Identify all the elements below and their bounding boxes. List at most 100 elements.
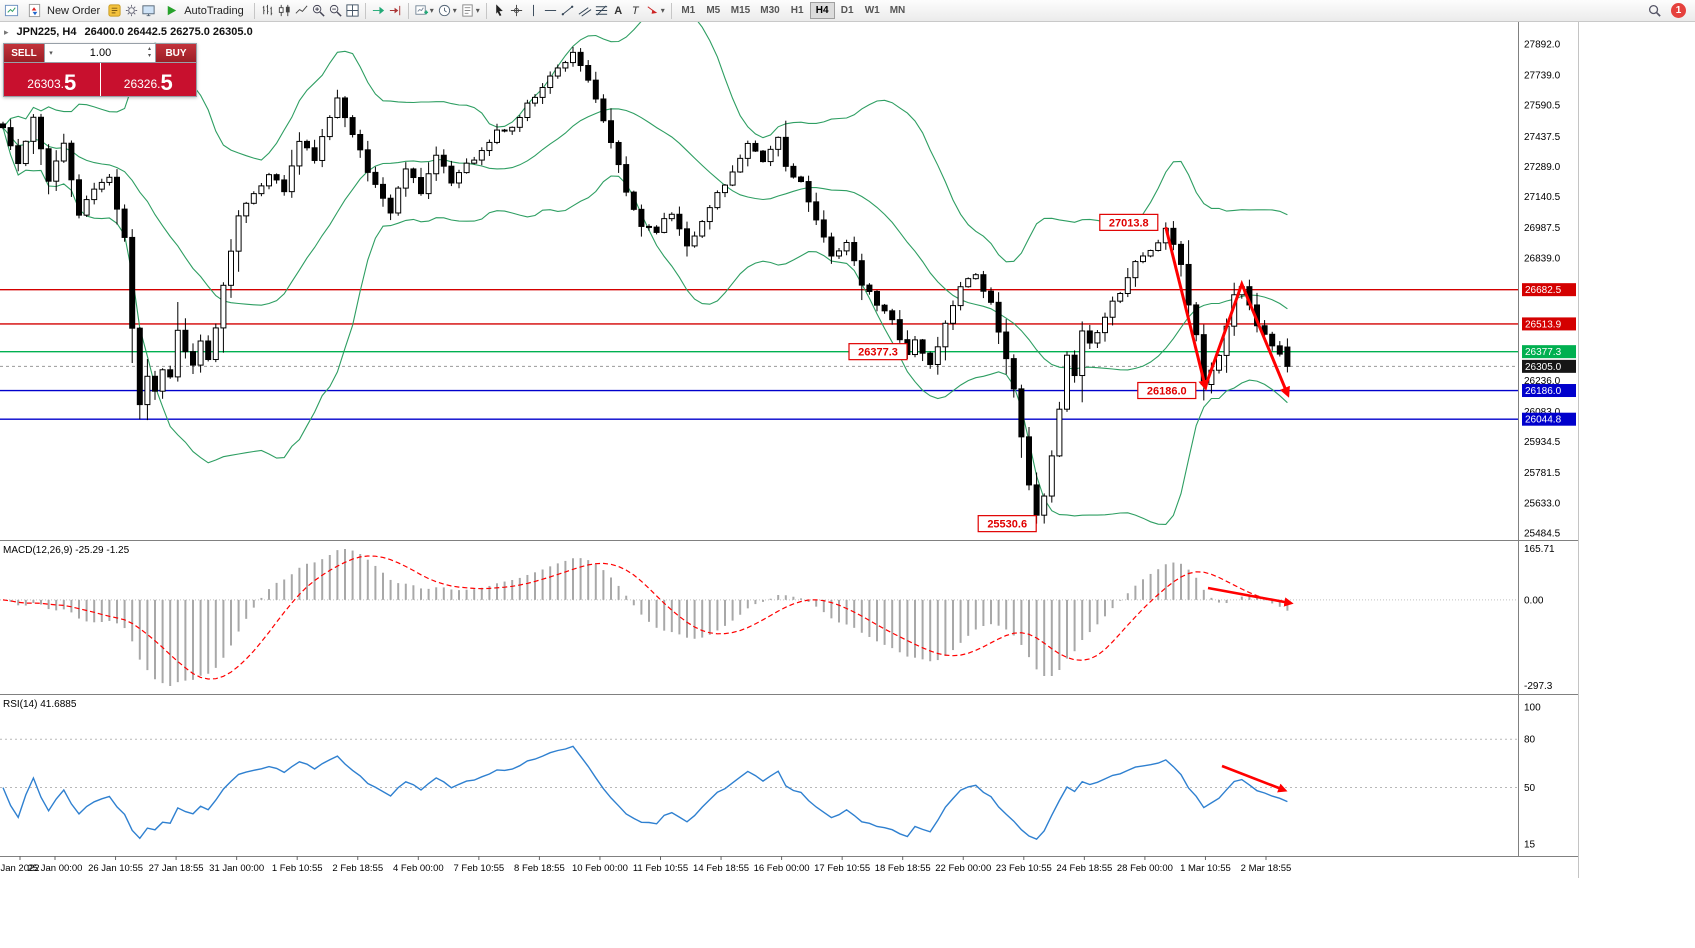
svg-text:27289.0: 27289.0 [1524,162,1561,173]
bar-chart-mode-icon[interactable] [259,2,276,19]
toolbar-separator [407,2,409,19]
search-icon[interactable] [1646,2,1663,19]
shapes-icon[interactable] [644,2,661,19]
notification-badge[interactable]: 1 [1671,3,1686,18]
periods-icon[interactable] [436,2,453,19]
svg-text:26236.0: 26236.0 [1524,376,1561,387]
volume-dropdown-icon[interactable]: ▾ [49,50,53,57]
new-chart-icon[interactable] [413,2,430,19]
text-icon[interactable]: A [614,4,623,17]
svg-text:31 Jan 00:00: 31 Jan 00:00 [209,863,264,874]
svg-text:50: 50 [1524,783,1536,794]
timeframe-m30[interactable]: M30 [755,2,784,19]
timeframe-h4[interactable]: H4 [809,2,835,19]
svg-text:1 Mar 10:55: 1 Mar 10:55 [1180,863,1231,874]
svg-text:25781.5: 25781.5 [1524,468,1561,479]
annotation-label-26186.0[interactable] [1137,381,1197,400]
macd-arrow[interactable] [1207,586,1294,607]
toolbar-separator [364,2,366,19]
channel-icon[interactable] [576,2,593,19]
price-badge-26044.8 [1522,412,1576,426]
one-click-top-row: SELL ▾ ▴▾ BUY [4,44,196,63]
macd-indicator: MACD(12,26,9) -25.29 -1.25 165.71 0.00 -297… [0,544,1555,692]
macd-label: MACD(12,26,9) -25.29 -1.25 [3,545,130,556]
annotation-label-25530.6[interactable] [977,515,1037,533]
new-order-icon [26,2,43,19]
metaeditor-icon[interactable] [106,2,123,19]
toolbar-separator [253,2,255,19]
chart-window-icon [3,2,20,19]
new-chart-dropdown-icon[interactable]: ▾ [429,6,434,15]
autotrading-button[interactable]: AutoTrading [157,1,250,21]
trend-arrow[interactable] [1164,226,1209,391]
one-click-trading-panel: SELL ▾ ▴▾ BUY 26303.5 26326.5 [3,43,197,97]
zoom-out-icon[interactable] [327,2,344,19]
svg-text:26377.3: 26377.3 [1525,347,1562,358]
price-badge-26513.9 [1522,317,1576,331]
trendline-icon[interactable] [559,2,576,19]
periods-dropdown-icon[interactable]: ▾ [452,6,457,15]
candlestick-series [0,46,1291,524]
horizontal-line-icon[interactable] [542,2,559,19]
timeframe-h1[interactable]: H1 [785,2,810,19]
svg-text:26305.0: 26305.0 [1525,362,1562,373]
options-icon[interactable] [123,2,140,19]
autotrading-label: AutoTrading [184,4,244,17]
annotation-label-27013.8[interactable] [1099,213,1159,231]
timeframe-mn[interactable]: MN [885,2,911,19]
fibonacci-icon[interactable] [593,2,610,19]
vertical-line-icon[interactable] [525,2,542,19]
svg-text:25934.5: 25934.5 [1524,437,1561,448]
cursor-icon[interactable] [491,2,508,19]
timeframe-w1[interactable]: W1 [860,2,885,19]
templates-icon[interactable] [459,2,476,19]
svg-text:26513.9: 26513.9 [1525,319,1562,330]
buy-button[interactable]: BUY [156,44,196,62]
svg-text:2 Feb 18:55: 2 Feb 18:55 [332,863,383,874]
crosshair-icon[interactable] [508,2,525,19]
candlestick-mode-icon[interactable] [276,2,293,19]
svg-text:18 Feb 18:55: 18 Feb 18:55 [875,863,931,874]
annotation-label-26377.3[interactable] [848,343,908,361]
timeframe-m5[interactable]: M5 [701,2,726,19]
svg-text:27739.0: 27739.0 [1524,71,1561,82]
toolbar-right-group: 1 [1646,2,1692,19]
timeframe-d1[interactable]: D1 [835,2,860,19]
sell-button[interactable]: SELL [4,44,44,62]
fullscreen-icon[interactable] [140,2,157,19]
text-label-icon[interactable]: T [631,4,639,17]
rsi-arrow[interactable] [1221,764,1288,793]
price-badge-26377.3 [1522,345,1576,359]
zoom-in-icon[interactable] [310,2,327,19]
timeframe-m1[interactable]: M1 [676,2,701,19]
svg-text:80: 80 [1524,735,1536,746]
buy-price[interactable]: 26326. 5 [100,63,196,96]
shapes-dropdown-icon[interactable]: ▾ [660,6,665,15]
volume-spinner[interactable]: ▴ ▾ [144,44,155,62]
price-badge-26186.0 [1522,384,1576,398]
svg-text:27590.5: 27590.5 [1524,101,1561,112]
auto-scroll-icon[interactable] [370,2,387,19]
spin-up-icon[interactable]: ▴ [147,46,151,53]
svg-text:25484.5: 25484.5 [1524,529,1561,540]
svg-text:27892.0: 27892.0 [1524,40,1561,51]
trend-arrow[interactable] [1203,279,1290,398]
one-click-toggle-icon[interactable]: ▸ [4,26,9,37]
svg-text:Jan 2022: Jan 2022 [0,863,39,874]
svg-text:27140.5: 27140.5 [1524,192,1561,203]
chart-shift-icon[interactable] [387,2,404,19]
line-chart-mode-icon[interactable] [293,2,310,19]
pane-borders [0,22,1579,878]
tile-windows-icon[interactable] [344,2,361,19]
volume-input[interactable] [57,44,144,62]
svg-text:26186.0: 26186.0 [1147,386,1187,398]
svg-text:2 Mar 18:55: 2 Mar 18:55 [1241,863,1292,874]
spin-down-icon[interactable]: ▾ [147,53,151,59]
price-axis[interactable]: 27892.0 27739.0 27590.5 27437.5 27289.0 27140… [1522,40,1576,540]
templates-dropdown-icon[interactable]: ▾ [475,6,480,15]
new-order-button[interactable]: New Order [20,1,106,21]
timeframe-m15[interactable]: M15 [726,2,755,19]
sell-price[interactable]: 26303. 5 [4,63,101,96]
